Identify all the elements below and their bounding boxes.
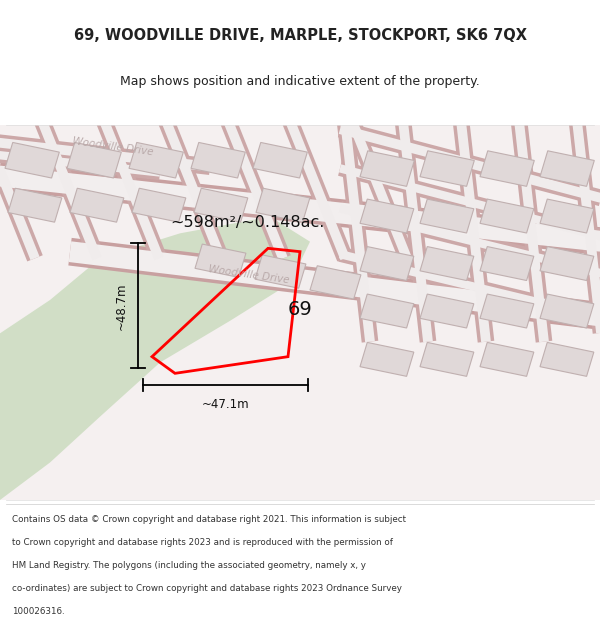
- Bar: [480, 294, 534, 328]
- Bar: [360, 342, 414, 376]
- Bar: [256, 188, 310, 222]
- Bar: [540, 342, 594, 376]
- Bar: [420, 294, 474, 328]
- Text: Contains OS data © Crown copyright and database right 2021. This information is : Contains OS data © Crown copyright and d…: [12, 515, 406, 524]
- Bar: [540, 199, 594, 233]
- Text: Woodville Drive: Woodville Drive: [72, 137, 154, 158]
- Bar: [194, 188, 248, 222]
- Bar: [360, 247, 414, 281]
- Bar: [67, 142, 121, 178]
- Text: ~598m²/~0.148ac.: ~598m²/~0.148ac.: [170, 214, 325, 229]
- Text: Map shows position and indicative extent of the property.: Map shows position and indicative extent…: [120, 75, 480, 88]
- Bar: [420, 199, 474, 233]
- Bar: [480, 199, 534, 233]
- Text: co-ordinates) are subject to Crown copyright and database rights 2023 Ordnance S: co-ordinates) are subject to Crown copyr…: [12, 584, 402, 593]
- Bar: [129, 142, 184, 178]
- Bar: [480, 151, 535, 186]
- Text: 69: 69: [288, 300, 313, 319]
- Bar: [360, 151, 415, 186]
- Bar: [255, 255, 306, 288]
- Text: HM Land Registry. The polygons (including the associated geometry, namely x, y: HM Land Registry. The polygons (includin…: [12, 561, 366, 570]
- Bar: [360, 294, 414, 328]
- Text: ~47.1m: ~47.1m: [202, 398, 250, 411]
- Bar: [420, 151, 475, 186]
- Bar: [420, 342, 474, 376]
- Bar: [132, 188, 186, 222]
- Polygon shape: [0, 217, 310, 500]
- Text: 69, WOODVILLE DRIVE, MARPLE, STOCKPORT, SK6 7QX: 69, WOODVILLE DRIVE, MARPLE, STOCKPORT, …: [74, 28, 527, 43]
- Bar: [70, 188, 124, 222]
- Text: 100026316.: 100026316.: [12, 608, 65, 616]
- Bar: [480, 342, 534, 376]
- Bar: [253, 142, 307, 178]
- Text: Woodville Drive: Woodville Drive: [208, 264, 290, 286]
- Text: ~48.7m: ~48.7m: [115, 282, 128, 329]
- Bar: [540, 294, 594, 328]
- Bar: [480, 247, 534, 281]
- Bar: [360, 199, 414, 233]
- Bar: [8, 188, 62, 222]
- Bar: [540, 247, 594, 281]
- Bar: [5, 142, 59, 178]
- Bar: [420, 247, 474, 281]
- Bar: [540, 151, 595, 186]
- Bar: [195, 244, 246, 278]
- Bar: [191, 142, 245, 178]
- Text: to Crown copyright and database rights 2023 and is reproduced with the permissio: to Crown copyright and database rights 2…: [12, 538, 393, 547]
- Bar: [310, 266, 361, 299]
